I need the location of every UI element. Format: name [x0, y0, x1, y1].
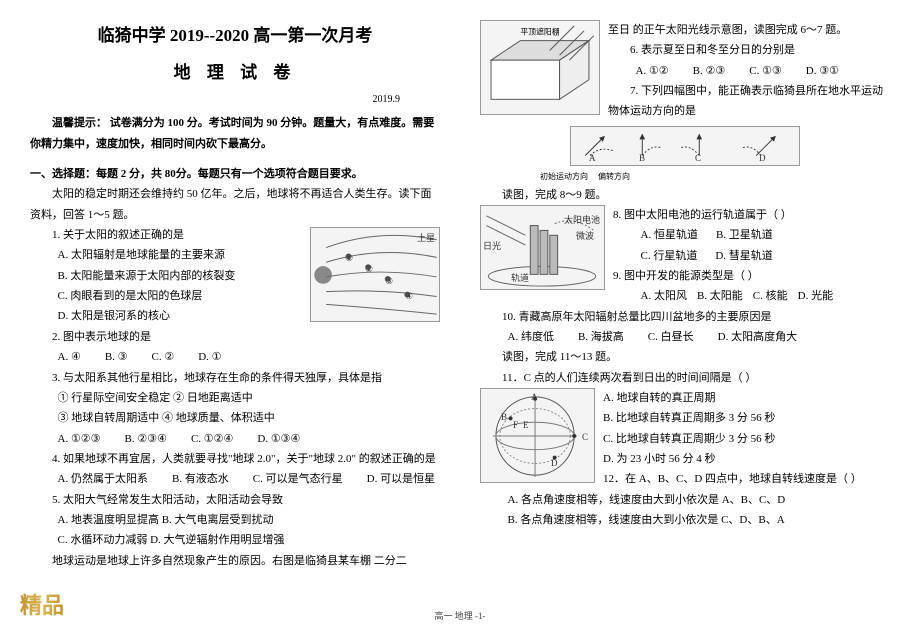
left-column: 临猗中学 2019--2020 高一第一次月考 地 理 试 卷 2019.9 温… — [30, 20, 460, 620]
passage-1-5: 太阳的稳定时期还会维持约 50 亿年。之后，地球将不再适合人类生存。读下面资料，… — [30, 184, 440, 225]
q4-options: A. 仍然属于太阳系 B. 有液态水 C. 可以是气态行星 D. 可以是恒星 — [30, 469, 440, 489]
passage-8-9: 读图，完成 8～9 题。 — [480, 185, 890, 205]
q4-opt-c: C. 可以是气态行星 — [253, 469, 343, 489]
arrow-label-c: C — [695, 150, 701, 167]
globe-label-e: E — [523, 417, 529, 434]
q3-opt-d: D. ①③④ — [257, 429, 300, 449]
globe-label-f: F — [513, 417, 518, 434]
q11-stem: 11．C 点的人们连续两次看到日出的时间间隔是（ ） — [480, 368, 890, 388]
q8-opt-a: A. 恒星轨道 — [641, 225, 698, 245]
globe-label-b: B — [501, 409, 507, 426]
q2-opt-a: A. ④ — [58, 347, 81, 367]
q3-line-2: ③ 地球自转周期适中 ④ 地球质量、体积适中 — [30, 408, 440, 428]
solar-system-figure: ① ② ③ ④ 土星 — [310, 227, 440, 322]
arrow-label-a: A — [589, 150, 596, 167]
q2-opt-b: B. ③ — [105, 347, 128, 367]
q2-opt-d: D. ① — [198, 347, 221, 367]
solar-label-3: ③ — [385, 273, 393, 290]
globe-label-c: C — [582, 429, 588, 446]
tower-label-orbit: 轨道 — [511, 270, 529, 287]
q5-stem: 5. 太阳大气经常发生太阳活动，太阳活动会导致 — [30, 490, 440, 510]
q8-options-1: A. 恒星轨道 B. 卫星轨道 — [613, 225, 890, 245]
q10-opt-c: C. 白昼长 — [648, 327, 694, 347]
q9-options: A. 太阳风 B. 太阳能 C. 核能 D. 光能 — [613, 286, 890, 306]
q8-opt-b: B. 卫星轨道 — [716, 225, 773, 245]
q3-opt-b: B. ②③④ — [125, 429, 167, 449]
page-footer: 高一 地理 -1- — [0, 609, 920, 622]
q6-options: A. ①② B. ②③ C. ①③ D. ③① — [608, 61, 890, 81]
section-1-heading: 一、选择题：每题 2 分，共 80分。每题只有一个选项符合题目要求。 — [30, 164, 440, 184]
tower-label-cell: 太阳电池 — [564, 212, 600, 229]
carport-figure: 平顶遮阳棚 — [480, 20, 600, 115]
page: 临猗中学 2019--2020 高一第一次月考 地 理 试 卷 2019.9 温… — [0, 0, 920, 630]
right-column: 平顶遮阳棚 至日 的正午太阳光线示意图，读图完成 6～7 题。 6. 表示夏至日… — [460, 20, 890, 620]
q10-options: A. 纬度低 B. 海拔高 C. 白昼长 D. 太阳高度角大 — [480, 327, 890, 347]
q4-opt-d: D. 可以是恒星 — [367, 469, 435, 489]
solar-label-1: ① — [345, 250, 353, 267]
q6-opt-d: D. ③① — [806, 61, 839, 81]
q12-opt-b: B. 各点角速度相等，线速度由大到小依次是 C、D、B、A — [480, 510, 890, 530]
q3-line-1: ① 行星际空间安全稳定 ② 日地距离适中 — [30, 388, 440, 408]
svg-text:平顶遮阳棚: 平顶遮阳棚 — [520, 27, 559, 37]
solar-label-4: ④ — [405, 288, 413, 305]
tower-label-sun: 日光 — [483, 238, 501, 255]
q8-opt-c: C. 行星轨道 — [641, 246, 698, 266]
q9-opt-b: B. 太阳能 — [697, 286, 743, 306]
q2-stem: 2. 图中表示地球的是 — [30, 327, 440, 347]
q10-stem: 10. 青藏高原年太阳辐射总量比四川盆地多的主要原因是 — [480, 307, 890, 327]
q4-stem: 4. 如果地球不再宜居，人类就要寻找"地球 2.0"，关于"地球 2.0" 的叙… — [30, 449, 440, 469]
solar-label-saturn: 土星 — [417, 230, 435, 247]
quality-stamp: 精品 — [20, 588, 64, 620]
q3-opt-c: C. ①②④ — [191, 429, 233, 449]
q6-opt-a: A. ①② — [636, 61, 669, 81]
exam-date: 2019.9 — [30, 91, 440, 110]
globe-label-d: D — [551, 455, 558, 472]
title-line-2: 地 理 试 卷 — [30, 57, 440, 88]
q3-opt-a: A. ①②③ — [58, 429, 101, 449]
arrow-label-d: D — [759, 150, 766, 167]
exam-hint: 温馨提示： 试卷满分为 100 分。考试时间为 90 分钟。题量大，有点难度。需… — [30, 113, 440, 154]
q8-opt-d: D. 彗星轨道 — [715, 246, 772, 266]
title-line-1: 临猗中学 2019--2020 高一第一次月考 — [30, 20, 440, 51]
q9-opt-c: C. 核能 — [753, 286, 788, 306]
q4-opt-b: B. 有液态水 — [172, 469, 229, 489]
arrow-legend-1: 初始运动方向 — [540, 172, 588, 181]
q10-opt-b: B. 海拔高 — [578, 327, 624, 347]
globe-figure: A B C D E F — [480, 388, 595, 483]
q3-options: A. ①②③ B. ②③④ C. ①②④ D. ①③④ — [30, 429, 440, 449]
q3-stem: 3. 与太阳系其他行星相比，地球存在生命的条件得天独厚，具体是指 — [30, 368, 440, 388]
q5-opt-line-1: A. 地表温度明显提高 B. 大气电离层受到扰动 — [30, 510, 440, 530]
arrows-figure: A B C D — [570, 126, 800, 166]
q2-options: A. ④ B. ③ C. ② D. ① — [30, 347, 440, 367]
passage-11-13: 读图，完成 11～13 题。 — [480, 347, 890, 367]
q12-opt-a: A. 各点角速度相等，线速度由大到小依次是 A、B、C、D — [480, 490, 890, 510]
q8-options-2: C. 行星轨道 D. 彗星轨道 — [613, 246, 890, 266]
q2-opt-c: C. ② — [152, 347, 175, 367]
q9-opt-d: D. 光能 — [798, 286, 833, 306]
q6-opt-b: B. ②③ — [693, 61, 726, 81]
q5-opt-line-2: C. 水循环动力减弱 D. 大气逆辐射作用明显增强 — [30, 530, 440, 550]
q4-opt-a: A. 仍然属于太阳系 — [58, 469, 148, 489]
q9-opt-a: A. 太阳风 — [641, 286, 687, 306]
q10-opt-d: D. 太阳高度角大 — [718, 327, 797, 347]
arrow-legend-2: 偏转方向 — [598, 172, 630, 181]
q6-opt-c: C. ①③ — [749, 61, 782, 81]
solar-tower-figure: 太阳电池 微波 日光 轨道 — [480, 205, 605, 290]
tower-label-wave: 微波 — [576, 228, 594, 245]
q5-tail: 地球运动是地球上许多自然现象产生的原因。右图是临猗县某车棚 二分二 — [30, 551, 440, 571]
globe-label-a: A — [531, 389, 538, 406]
arrow-legend: 初始运动方向 偏转方向 — [480, 170, 890, 185]
solar-label-2: ② — [365, 261, 373, 278]
arrow-label-b: B — [639, 150, 645, 167]
q10-opt-a: A. 纬度低 — [508, 327, 554, 347]
